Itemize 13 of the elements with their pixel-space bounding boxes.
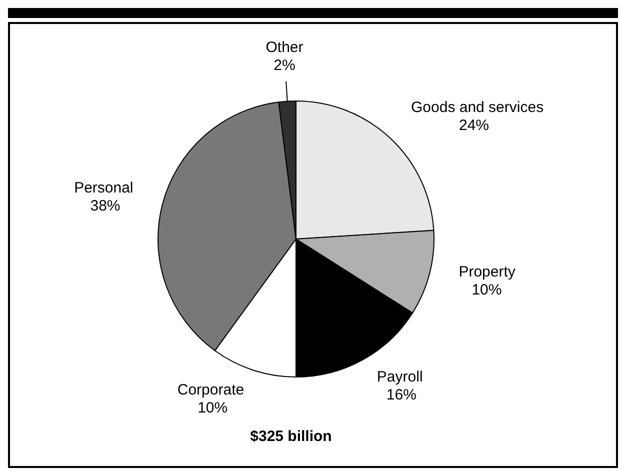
slice-label: Goods and services: [411, 99, 544, 116]
slice-label: Payroll: [376, 368, 423, 386]
slice-label: Other: [266, 38, 304, 56]
data-label: 2%: [274, 56, 296, 74]
data-label: 16%: [386, 386, 416, 404]
slice-label: Property: [458, 263, 516, 280]
data-label: 24%: [458, 117, 490, 134]
data-label: 38%: [90, 198, 120, 215]
slice-label: Corporate: [177, 381, 244, 398]
data-label: 10%: [198, 399, 228, 416]
text: $325 billion: [249, 428, 333, 445]
data-label: 10%: [472, 281, 502, 298]
slice-label: Personal: [74, 180, 134, 197]
